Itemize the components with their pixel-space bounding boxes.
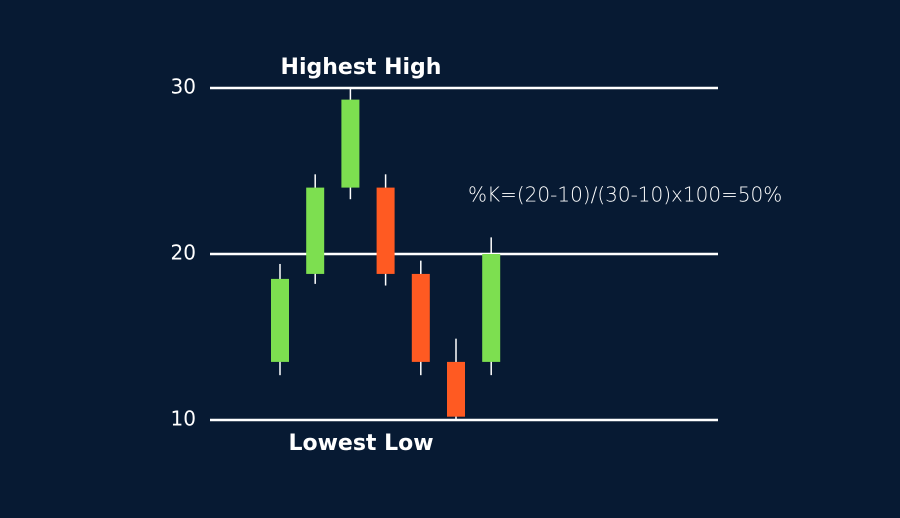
annotation-highest-high: Highest High [281, 55, 442, 80]
y-tick-label: 30 [171, 75, 196, 99]
candle-body [306, 187, 325, 274]
annotation-formula: %K=(20-10)/(30-10)x100=50% [468, 183, 782, 207]
candle-body [271, 278, 289, 362]
candle-body [376, 187, 395, 274]
candle-body [411, 273, 430, 362]
candle-body [482, 254, 501, 362]
annotation-lowest-low: Lowest Low [288, 431, 433, 456]
y-tick-label: 10 [171, 407, 196, 431]
candle-body [447, 361, 465, 417]
y-tick-label: 20 [171, 241, 196, 265]
candle-body [341, 99, 360, 188]
